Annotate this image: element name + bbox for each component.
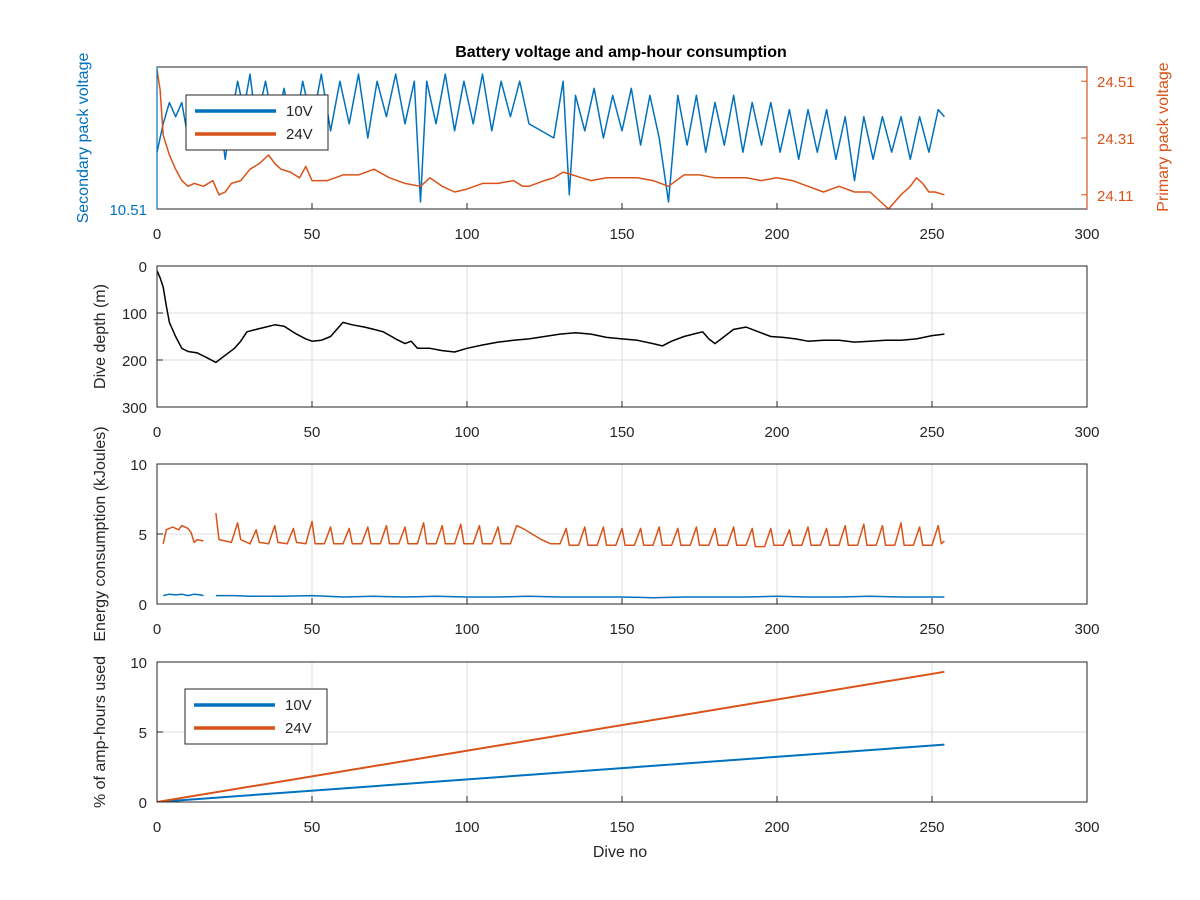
- y-right-tick-label: 24.31: [1097, 131, 1135, 148]
- figure-title: Battery voltage and amp-hour consumption: [455, 44, 787, 61]
- y-tick-label: 5: [139, 725, 147, 742]
- legend-box: [185, 94, 329, 151]
- y-tick-label: 0: [139, 597, 147, 614]
- series-group: [157, 270, 945, 364]
- y-tick-label: 10.51: [109, 202, 147, 219]
- x-tick-label: 50: [304, 424, 321, 441]
- x-tick-label: 300: [1074, 819, 1099, 836]
- x-tick-label: 250: [919, 621, 944, 638]
- x-tick-label: 50: [304, 819, 321, 836]
- chart-panels: 0 50 100 150 200 250 30010.5124.1124.3124.51Se…: [75, 53, 1172, 836]
- y-tick-label: 200: [122, 353, 147, 370]
- x-tick-label: 250: [919, 424, 944, 441]
- x-tick-label: 300: [1074, 226, 1099, 243]
- x-tick-label: 100: [454, 621, 479, 638]
- series-line-10v: [215, 594, 945, 599]
- series-line-24v: [162, 524, 204, 544]
- y-tick-label: 100: [122, 306, 147, 323]
- x-tick-label: 200: [764, 621, 789, 638]
- y-right-tick-label: 24.51: [1097, 74, 1135, 91]
- series-line-24v: [215, 512, 945, 548]
- chart-panel-4: 0 50 100 150 200 250 300 0 5 10 % of amp-hours use…: [92, 655, 1100, 836]
- series-group: [162, 512, 945, 599]
- y-tick-label: 10: [130, 457, 147, 474]
- x-tick-label: 50: [304, 226, 321, 243]
- x-tick-label: 150: [609, 226, 634, 243]
- legend-label-10v: 10V: [286, 103, 313, 120]
- y-axis-label: % of amp-hours used: [92, 656, 109, 808]
- series-line-10v: [157, 743, 945, 802]
- y-axis-label: Dive depth (m): [92, 284, 109, 389]
- series-line-10v: [157, 73, 945, 203]
- x-tick-label: 0: [153, 621, 161, 638]
- x-tick-label: 300: [1074, 621, 1099, 638]
- x-tick-label: 0: [153, 226, 161, 243]
- x-tick-label: 150: [609, 424, 634, 441]
- y-tick-label: 300: [122, 400, 147, 417]
- series-group: [157, 69, 945, 209]
- x-tick-label: 50: [304, 621, 321, 638]
- y-axis-label: Secondary pack voltage: [75, 53, 92, 224]
- y-tick-label: 0: [139, 795, 147, 812]
- y-axis-label: Energy consumption (kJoules): [92, 426, 109, 641]
- x-tick-label: 300: [1074, 424, 1099, 441]
- x-tick-label: 200: [764, 226, 789, 243]
- legend-label-24v: 24V: [286, 126, 313, 143]
- x-tick-label: 100: [454, 424, 479, 441]
- x-tick-label: 100: [454, 819, 479, 836]
- y-axis-label-right: Primary pack voltage: [1155, 62, 1172, 211]
- x-axis-label: Dive no: [593, 844, 647, 861]
- series-group: [157, 670, 945, 802]
- legend-label-24v: 24V: [285, 720, 312, 737]
- x-tick-label: 0: [153, 424, 161, 441]
- chart-panel-2: 0 50 100 150 200 250 300 0 100 200 300 Dive depth (…: [92, 259, 1100, 441]
- chart-panel-1: 0 50 100 150 200 250 300 10.51 24.11 24.31 24.51 Se…: [75, 53, 1172, 243]
- x-tick-label: 200: [764, 424, 789, 441]
- y-right-tick-label: 24.11: [1097, 188, 1133, 205]
- y-tick-label: 5: [139, 527, 147, 544]
- x-tick-label: 0: [153, 819, 161, 836]
- y-tick-label: 0: [139, 259, 147, 276]
- x-tick-label: 250: [919, 226, 944, 243]
- legend-label-10v: 10V: [285, 697, 312, 714]
- y-tick-label: 10: [130, 655, 147, 672]
- series-line-24v: [157, 69, 945, 209]
- x-tick-label: 250: [919, 819, 944, 836]
- x-tick-label: 200: [764, 819, 789, 836]
- x-tick-label: 150: [609, 819, 634, 836]
- legend-box: [184, 688, 328, 745]
- chart-panel-3: 0 50 100 150 200 250 300 0 5 10 Energy consumption…: [92, 426, 1100, 641]
- series-line-10v: [163, 593, 204, 597]
- series-line-depth: [157, 270, 945, 364]
- series-line-24v: [157, 670, 945, 802]
- x-tick-label: 150: [609, 621, 634, 638]
- x-tick-label: 100: [454, 226, 479, 243]
